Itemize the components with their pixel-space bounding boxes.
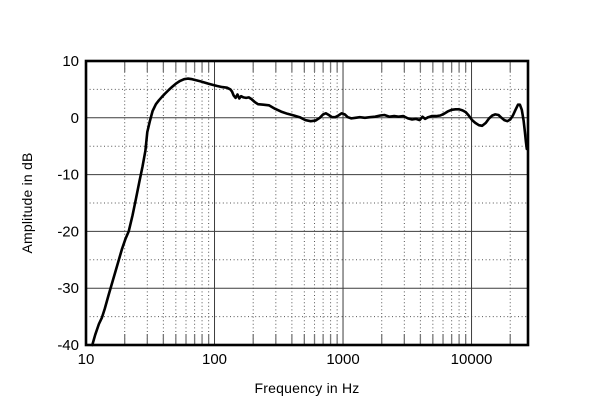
y-axis-title: Amplitude in dB: [19, 152, 35, 254]
plot-frame: [84, 59, 530, 347]
x-axis-title: Frequency in Hz: [254, 380, 360, 396]
y-tick-label: 10: [62, 53, 79, 70]
x-tick-label: 10000: [451, 351, 493, 368]
x-tick-label: 1000: [326, 351, 359, 368]
y-tick-label: -20: [57, 223, 79, 240]
response-curve: [91, 77, 529, 347]
y-tick-label: -10: [57, 167, 79, 184]
x-tick-label: 10: [78, 351, 95, 368]
y-tick-label: -30: [57, 280, 79, 297]
y-tick-label: 0: [71, 110, 79, 127]
y-tick-label: -40: [57, 337, 79, 354]
x-tick-label: 100: [202, 351, 227, 368]
